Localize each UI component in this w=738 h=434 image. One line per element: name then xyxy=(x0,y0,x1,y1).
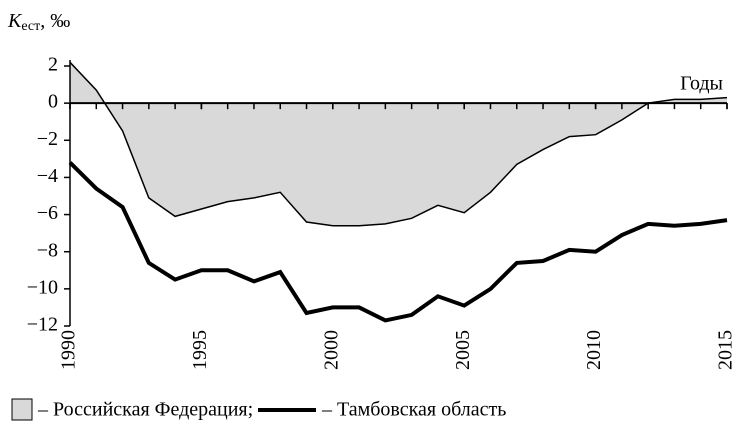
y-tick-label: −12 xyxy=(27,314,58,336)
y-label-main: K xyxy=(7,10,23,32)
y-tick-label: 0 xyxy=(48,91,58,113)
x-tick-label: 2005 xyxy=(452,330,474,370)
y-tick-label: −2 xyxy=(37,128,58,150)
x-tick-label: 2000 xyxy=(320,330,342,370)
y-axis-label: Kест, ‰ xyxy=(7,10,70,35)
y-tick-label: −4 xyxy=(37,165,58,187)
area-outline xyxy=(69,61,728,227)
legend-label: – Тамбовская область xyxy=(321,399,506,421)
line xyxy=(68,161,728,323)
y-tick-label: −6 xyxy=(37,202,58,224)
x-tick-label: 1995 xyxy=(189,330,211,370)
x-tick-label: 1990 xyxy=(58,330,80,370)
legend-swatch xyxy=(11,398,33,421)
x-axis-label: Годы xyxy=(680,73,723,95)
x-tick-label: 2010 xyxy=(583,330,605,370)
y-tick-label: −8 xyxy=(37,239,58,261)
legend-label: – Российская Федерация; xyxy=(37,399,253,421)
y-tick-label: −10 xyxy=(27,276,58,298)
y-tick-label: 2 xyxy=(48,54,58,76)
x-tick-label: 2015 xyxy=(715,330,737,370)
y-label-unit: , ‰ xyxy=(40,10,70,32)
area xyxy=(70,62,727,226)
y-label-sub: ест xyxy=(21,19,40,34)
